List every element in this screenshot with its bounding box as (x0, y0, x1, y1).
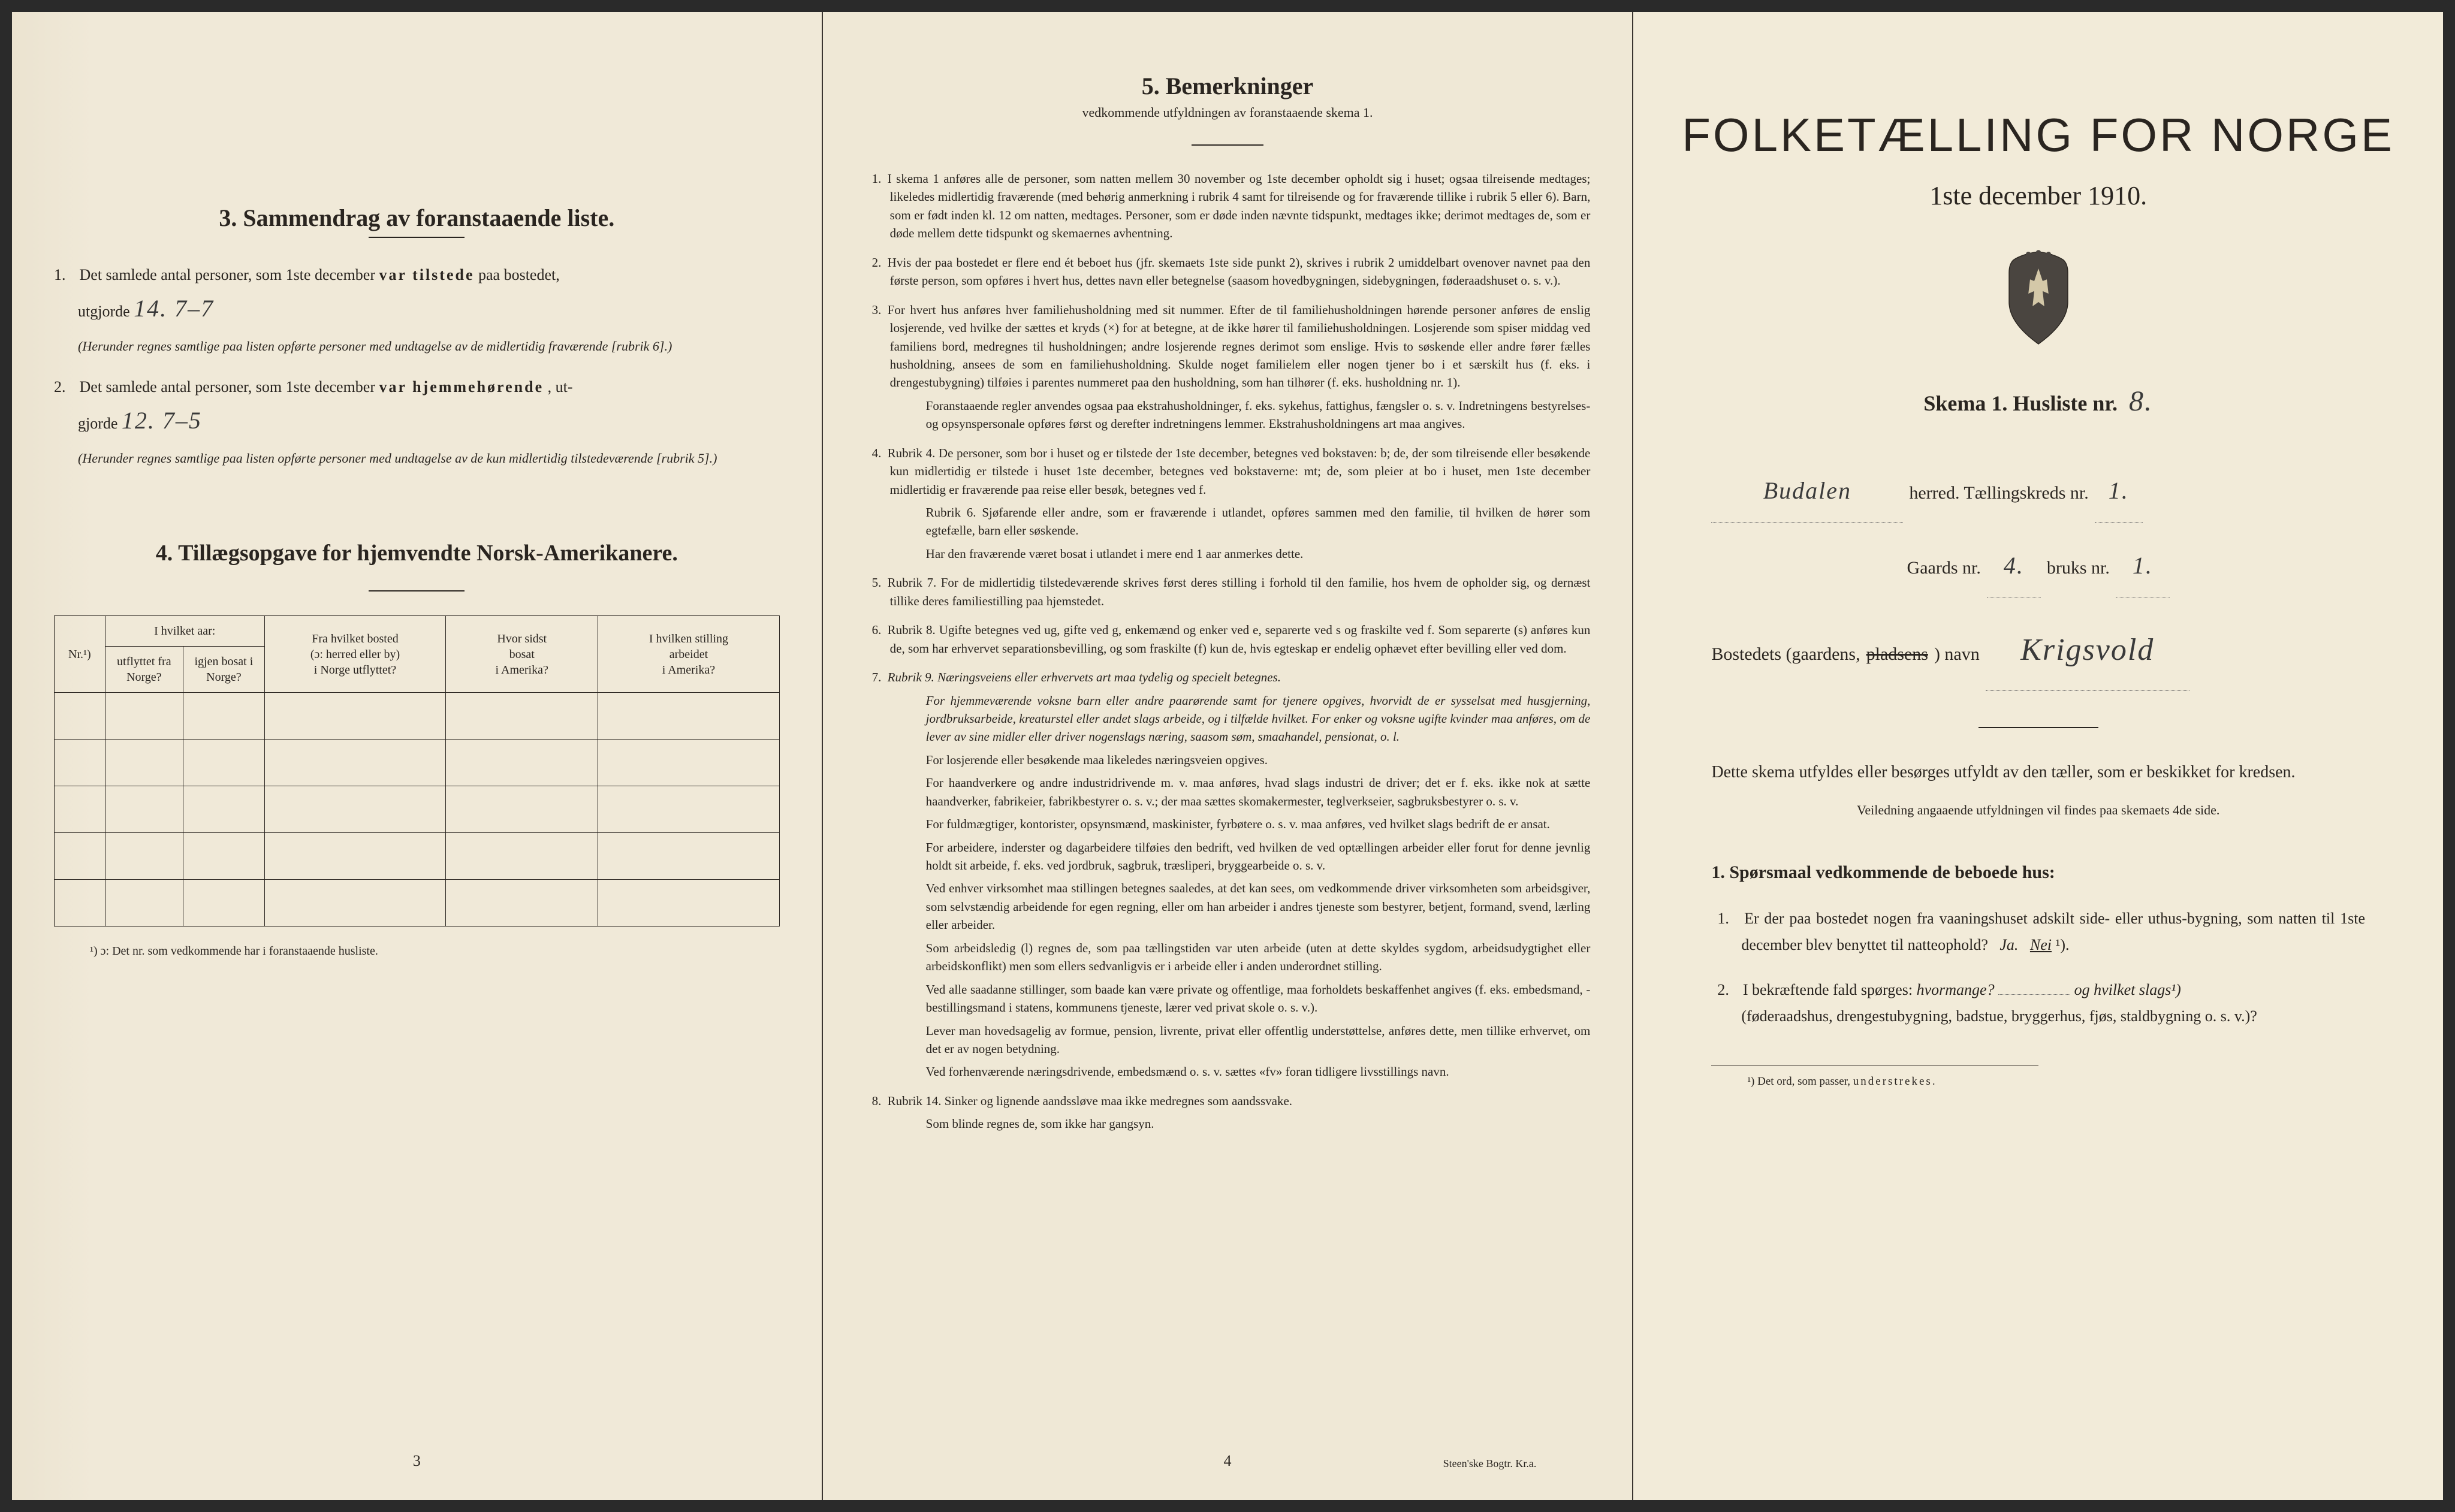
divider (1979, 727, 2098, 728)
skema-line: Skema 1. Husliste nr. 8. (1675, 385, 2401, 418)
remark-1: 1.I skema 1 anføres alle de personer, so… (865, 170, 1591, 243)
bosted-row: Bostedets (gaardens, pladsens) navn Krig… (1711, 609, 2365, 691)
table-row (55, 880, 780, 926)
husliste-nr: 8. (2129, 385, 2153, 417)
bosted-value: Krigsvold (1986, 609, 2189, 691)
form-fields: Budalen herred. Tællingskreds nr. 1. Gaa… (1675, 460, 2401, 691)
remark-3: 3.For hvert hus anføres hver familiehush… (865, 301, 1591, 433)
col-where: Hvor sidst bosat i Amerika? (446, 616, 598, 693)
section-4-title: 4. Tillægsopgave for hjemvendte Norsk-Am… (54, 540, 780, 566)
item-number: 1. (54, 262, 76, 288)
section-rule (369, 590, 465, 591)
table-row (55, 740, 780, 786)
page-number: 3 (413, 1452, 421, 1470)
col-returned: igjen bosat i Norge? (183, 647, 264, 693)
herred-value: Budalen (1711, 460, 1903, 523)
page-number: 4 (1224, 1452, 1232, 1470)
section-4-americans: 4. Tillægsopgave for hjemvendte Norsk-Am… (54, 540, 780, 958)
gaard-nr: 4. (1987, 535, 2041, 597)
coat-of-arms-icon (1996, 247, 2080, 349)
american-table: Nr.¹) I hvilket aar: Fra hvilket bosted … (54, 615, 780, 926)
section-rule (1192, 144, 1263, 146)
question-1: 1. Er der paa bostedet nogen fra vaaning… (1711, 906, 2365, 958)
item-number: 2. (54, 374, 76, 400)
summary-note-1: (Herunder regnes samtlige paa listen opf… (54, 336, 780, 356)
remark-4: 4.Rubrik 4. De personer, som bor i huset… (865, 444, 1591, 563)
col-from: Fra hvilket bosted (ɔ: herred eller by) … (264, 616, 445, 693)
kreds-nr: 1. (2095, 460, 2143, 523)
section-5-title: 5. Bemerkninger (865, 72, 1591, 100)
gaard-row: Gaards nr. 4. bruks nr. 1. (1711, 535, 2365, 597)
col-year: I hvilket aar: (105, 616, 264, 647)
table-row (55, 833, 780, 880)
table-body (55, 693, 780, 926)
herred-row: Budalen herred. Tællingskreds nr. 1. (1711, 460, 2365, 523)
table-footnote: ¹) ɔ: Det nr. som vedkommende har i fora… (54, 944, 780, 958)
remark-2: 2.Hvis der paa bostedet er flere end ét … (865, 253, 1591, 290)
remarks-list: 1.I skema 1 anføres alle de personer, so… (865, 170, 1591, 1133)
cover-footnote: ¹) Det ord, som passer, understrekes. (1711, 1066, 2038, 1091)
page-1-cover: FOLKETÆLLING FOR NORGE 1ste december 191… (1633, 12, 2443, 1500)
remark-5: 5.Rubrik 7. For de midlertidig tilstedev… (865, 574, 1591, 610)
summary-item-2: 2. Det samlede antal personer, som 1ste … (54, 374, 780, 441)
handwritten-count-1: 14. 7–7 (134, 295, 214, 322)
instructions: Dette skema utfyldes eller besørges utfy… (1675, 758, 2401, 1091)
remark-7: 7.Rubrik 9. Næringsveiens eller erhverve… (865, 668, 1591, 1081)
page-3: 3. Sammendrag av foranstaaende liste. 1.… (12, 12, 823, 1500)
col-emigrated: utflyttet fra Norge? (105, 647, 183, 693)
handwritten-count-2: 12. 7–5 (122, 407, 202, 434)
section-3-title: 3. Sammendrag av foranstaaende liste. (54, 204, 780, 232)
printer-mark: Steen'ske Bogtr. Kr.a. (1443, 1457, 1537, 1470)
questions-title: 1. Spørsmaal vedkommende de beboede hus: (1711, 857, 2365, 888)
summary-item-1: 1. Det samlede antal personer, som 1ste … (54, 262, 780, 329)
summary-note-2: (Herunder regnes samtlige paa listen opf… (54, 448, 780, 468)
section-3-summary: 3. Sammendrag av foranstaaende liste. 1.… (54, 204, 780, 468)
document-spread: 3. Sammendrag av foranstaaende liste. 1.… (12, 12, 2443, 1500)
bruks-nr: 1. (2116, 535, 2170, 597)
page-4: 5. Bemerkninger vedkommende utfyldningen… (823, 12, 1634, 1500)
col-position: I hvilken stilling arbeidet i Amerika? (598, 616, 779, 693)
remark-8: 8.Rubrik 14. Sinker og lignende aandsslø… (865, 1092, 1591, 1133)
table-row (55, 786, 780, 833)
table-row (55, 693, 780, 740)
census-title: FOLKETÆLLING FOR NORGE (1675, 108, 2401, 162)
col-nr: Nr.¹) (55, 616, 105, 693)
question-2: 2. I bekræftende fald spørges: hvormange… (1711, 977, 2365, 1030)
section-rule (369, 237, 465, 238)
section-5-subtitle: vedkommende utfyldningen av foranstaaend… (865, 105, 1591, 120)
remark-6: 6.Rubrik 8. Ugifte betegnes ved ug, gift… (865, 621, 1591, 657)
census-date: 1ste december 1910. (1675, 180, 2401, 211)
